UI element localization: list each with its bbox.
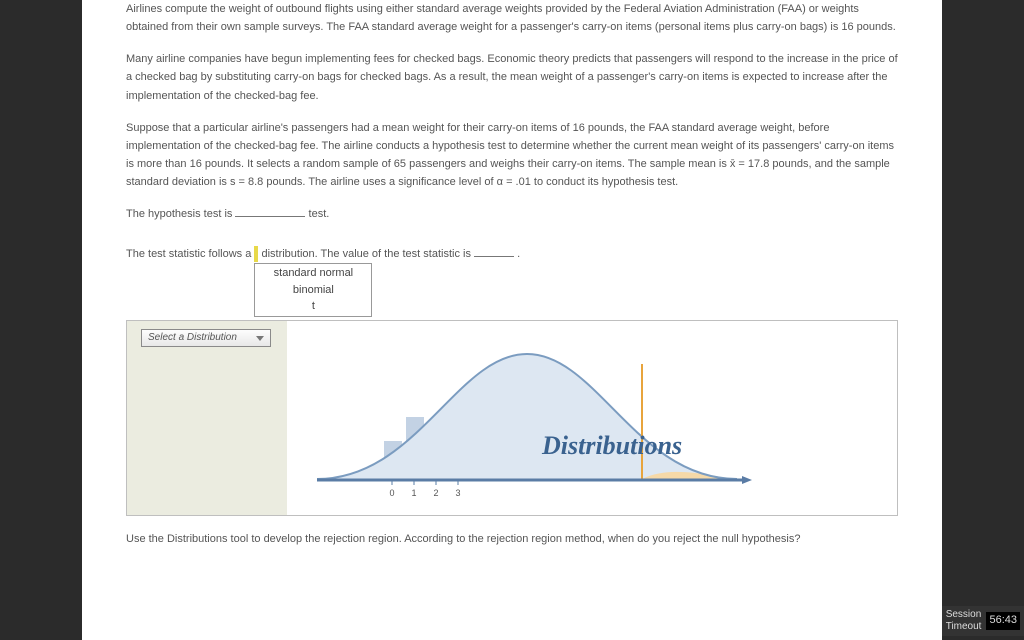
question-2: The test statistic follows a standard no… — [126, 245, 898, 263]
left-gutter — [0, 0, 82, 640]
distribution-chart: 0 1 2 3 — [297, 329, 757, 509]
dropdown-option[interactable]: t — [255, 298, 371, 315]
session-timeout-badge: Session Timeout 56:43 — [942, 606, 1024, 636]
right-gutter — [942, 0, 1024, 640]
document-content: Airlines compute the weight of outbound … — [82, 0, 942, 640]
dropdown-option[interactable]: standard normal — [255, 265, 371, 282]
q2-before: The test statistic follows a — [126, 248, 251, 260]
chart-sidebar: Select a Distribution — [127, 321, 287, 515]
q1-before: The hypothesis test is — [126, 208, 232, 220]
dropdown-option[interactable]: binomial — [255, 282, 371, 299]
svg-text:1: 1 — [411, 488, 416, 498]
q1-blank[interactable] — [235, 205, 305, 217]
session-label: Session Timeout — [946, 609, 982, 633]
distributions-title: Distributions — [542, 431, 682, 461]
distributions-tool: Select a Distribution 0 1 2 3 Distributions — [126, 320, 898, 516]
session-time: 56:43 — [986, 612, 1020, 629]
paragraph-2: Many airline companies have begun implem… — [126, 50, 898, 104]
svg-text:2: 2 — [433, 488, 438, 498]
distribution-dropdown[interactable]: standard normal binomial t — [254, 245, 258, 263]
q2-after: . — [517, 248, 520, 260]
paragraph-3: Suppose that a particular airline's pass… — [126, 119, 898, 192]
dropdown-options: standard normal binomial t — [254, 263, 372, 317]
svg-text:0: 0 — [389, 488, 394, 498]
q2-mid: distribution. The value of the test stat… — [261, 248, 471, 260]
select-placeholder: Select a Distribution — [148, 332, 237, 343]
paragraph-1: Airlines compute the weight of outbound … — [126, 0, 898, 36]
distribution-select[interactable]: Select a Distribution — [141, 329, 271, 347]
dropdown-selected[interactable] — [254, 246, 258, 262]
q2-blank[interactable] — [474, 245, 514, 257]
chart-canvas: 0 1 2 3 Distributions — [287, 321, 897, 515]
footer-question: Use the Distributions tool to develop th… — [126, 530, 898, 548]
svg-text:3: 3 — [455, 488, 460, 498]
q1-after: test. — [309, 208, 330, 220]
question-1: The hypothesis test is test. — [126, 205, 898, 223]
